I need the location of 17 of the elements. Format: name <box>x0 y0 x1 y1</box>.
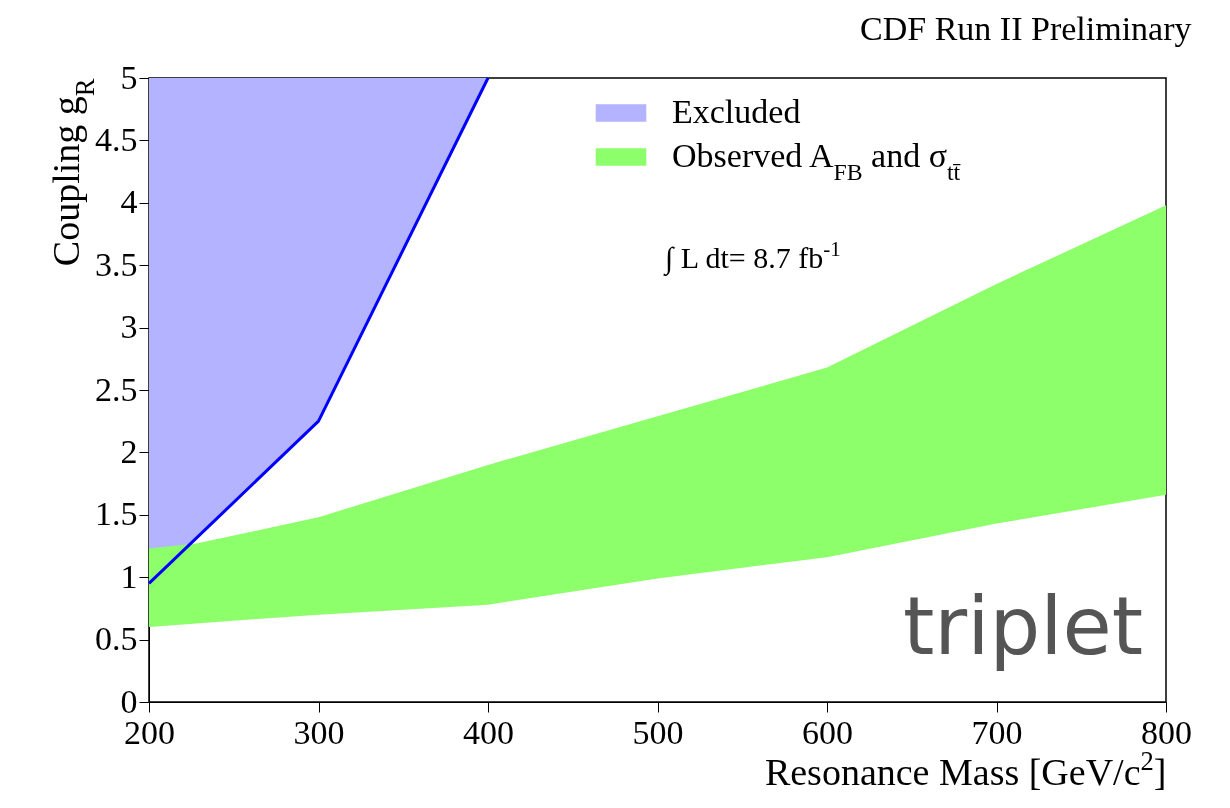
y-tick-label: 1.5 <box>95 495 138 533</box>
legend-label: Observed A$_{FB}$ and σ$_{tt̄}$ <box>672 137 961 185</box>
annotation: ∫ L dt= 8.7 fb$^{-1}$ <box>663 237 841 277</box>
y-tick-label: 3 <box>120 308 138 346</box>
y-tick-label: 2 <box>120 432 138 470</box>
x-tick-label: 500 <box>632 713 684 751</box>
y-tick-label: 2.5 <box>95 370 138 408</box>
y-tick-label: 4.5 <box>95 120 138 158</box>
annotation: triplet <box>902 580 1143 673</box>
chart-title: CDF Run II Preliminary <box>860 10 1192 47</box>
legend-label: Excluded <box>672 93 801 130</box>
y-tick-label: 0.5 <box>95 620 138 658</box>
x-tick-label: 400 <box>463 713 514 751</box>
y-tick-label: 5 <box>120 58 138 96</box>
y-tick-label: 1 <box>120 557 138 595</box>
x-tick-label: 300 <box>293 713 345 751</box>
y-tick-label: 4 <box>120 183 138 221</box>
